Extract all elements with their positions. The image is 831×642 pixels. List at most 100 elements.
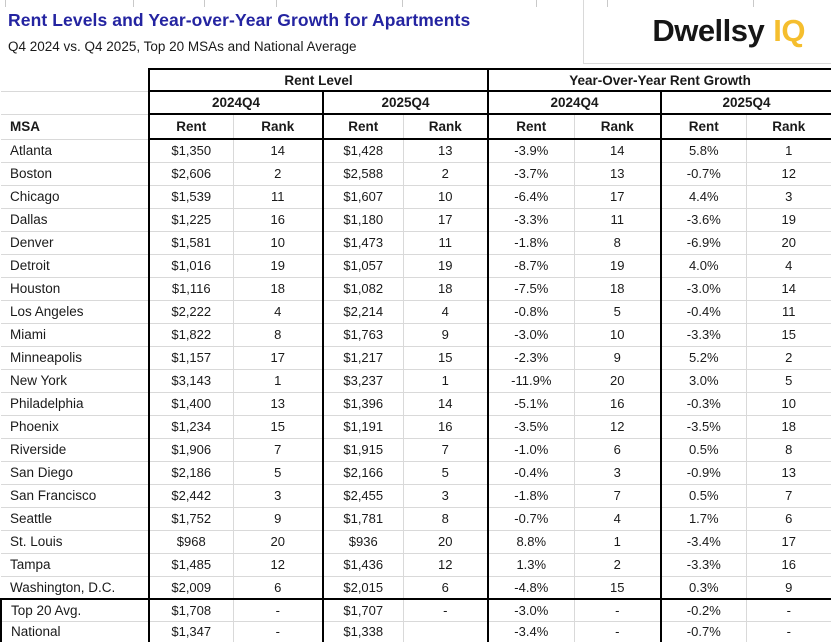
table-row: Atlanta $1,350 14 $1,428 13 -3.9% 14 5.8% 1 bbox=[1, 139, 831, 163]
rank-column-header: Rank bbox=[232, 114, 323, 140]
value-cell: 4 bbox=[402, 300, 489, 324]
value-cell: 7 bbox=[573, 484, 662, 508]
table-row: Houston $1,116 18 $1,082 18 -7.5% 18 -3.0% 14 bbox=[1, 277, 831, 301]
msa-cell: San Francisco bbox=[1, 484, 149, 508]
msa-cell: Miami bbox=[1, 323, 149, 347]
value-cell: $2,588 bbox=[322, 162, 403, 186]
table-row: St. Louis $968 20 $936 20 8.8% 1 -3.4% 17 bbox=[1, 530, 831, 554]
value-cell: 7 bbox=[745, 484, 831, 508]
value-cell: -11.9% bbox=[487, 369, 575, 393]
value-cell: 1 bbox=[573, 530, 662, 554]
value-cell: 17 bbox=[745, 530, 831, 554]
value-cell: 1.7% bbox=[660, 507, 747, 531]
value-cell: 18 bbox=[232, 277, 323, 301]
gridline-tick bbox=[607, 0, 608, 7]
table-row: Tampa $1,485 12 $1,436 12 1.3% 2 -3.3% 16 bbox=[1, 553, 831, 577]
value-cell: -0.3% bbox=[660, 392, 747, 416]
table-row: Minneapolis $1,157 17 $1,217 15 -2.3% 9 5.2% 2 bbox=[1, 346, 831, 370]
value-cell: 0.5% bbox=[660, 484, 747, 508]
value-cell: 15 bbox=[232, 415, 323, 439]
table-row: Denver $1,581 10 $1,473 11 -1.8% 8 -6.9% 20 bbox=[1, 231, 831, 255]
blank-header-cell bbox=[1, 69, 149, 92]
msa-cell: Houston bbox=[1, 277, 149, 301]
value-cell: 16 bbox=[402, 415, 489, 439]
table-row: Washington, D.C. $2,009 6 $2,015 6 -4.8% 15 0.3… bbox=[1, 576, 831, 600]
value-cell: $2,166 bbox=[322, 461, 403, 485]
value-cell: 14 bbox=[745, 277, 831, 301]
value-cell: 8 bbox=[573, 231, 662, 255]
value-cell: -3.9% bbox=[487, 139, 575, 163]
gridline-tick bbox=[402, 0, 403, 7]
value-cell: 4 bbox=[745, 254, 831, 278]
value-cell: 18 bbox=[573, 277, 662, 301]
value-cell: - bbox=[573, 598, 662, 622]
value-cell: 10 bbox=[402, 185, 489, 209]
value-cell: 5 bbox=[402, 461, 489, 485]
value-cell: 17 bbox=[232, 346, 323, 370]
value-cell: 8 bbox=[232, 323, 323, 347]
value-cell: 3 bbox=[745, 185, 831, 209]
msa-cell: Minneapolis bbox=[1, 346, 149, 370]
value-cell: -0.4% bbox=[660, 300, 747, 324]
value-cell: 3 bbox=[232, 484, 323, 508]
value-cell: -3.0% bbox=[660, 277, 747, 301]
value-cell: $1,781 bbox=[322, 507, 403, 531]
value-cell: $1,400 bbox=[148, 392, 233, 416]
value-cell: 19 bbox=[573, 254, 662, 278]
value-cell: 16 bbox=[573, 392, 662, 416]
value-cell: - bbox=[402, 598, 489, 622]
value-cell: 10 bbox=[745, 392, 831, 416]
value-cell: 4.4% bbox=[660, 185, 747, 209]
value-cell: -1.0% bbox=[487, 438, 575, 462]
table-row: Seattle $1,752 9 $1,781 8 -0.7% 4 1.7% 6 bbox=[1, 507, 831, 531]
table-row: Riverside $1,906 7 $1,915 7 -1.0% 6 0.5% 8 bbox=[1, 438, 831, 462]
value-cell: $1,708 bbox=[148, 598, 233, 622]
value-cell: 5 bbox=[745, 369, 831, 393]
value-cell: 4.0% bbox=[660, 254, 747, 278]
value-cell: 9 bbox=[745, 576, 831, 600]
value-cell: 11 bbox=[232, 185, 323, 209]
msa-cell: Chicago bbox=[1, 185, 149, 209]
value-cell: $1,607 bbox=[322, 185, 403, 209]
value-cell: $1,396 bbox=[322, 392, 403, 416]
msa-cell: Dallas bbox=[1, 208, 149, 232]
msa-cell: St. Louis bbox=[1, 530, 149, 554]
value-cell: 5.2% bbox=[660, 346, 747, 370]
msa-cell: Phoenix bbox=[1, 415, 149, 439]
value-cell: $1,180 bbox=[322, 208, 403, 232]
value-cell: 7 bbox=[402, 438, 489, 462]
logo-cell-gridline-horizontal bbox=[583, 63, 831, 64]
gridline-tick bbox=[133, 0, 134, 7]
value-cell: 12 bbox=[402, 553, 489, 577]
value-cell: 3.0% bbox=[660, 369, 747, 393]
value-cell: 11 bbox=[745, 300, 831, 324]
value-cell: $1,234 bbox=[148, 415, 233, 439]
value-cell: 9 bbox=[402, 323, 489, 347]
value-cell: 5 bbox=[573, 300, 662, 324]
value-cell: $3,143 bbox=[148, 369, 233, 393]
value-cell: 11 bbox=[573, 208, 662, 232]
rent-column-header: Rent bbox=[660, 114, 747, 140]
value-cell: $1,191 bbox=[322, 415, 403, 439]
summary-row: National $1,347- $1,338 -3.4% - -0.7% - bbox=[0, 621, 831, 642]
value-cell: $1,116 bbox=[148, 277, 233, 301]
value-cell: $1,915 bbox=[322, 438, 403, 462]
value-cell: 17 bbox=[402, 208, 489, 232]
value-cell: 12 bbox=[745, 162, 831, 186]
msa-cell: Top 20 Avg. bbox=[0, 598, 149, 622]
table-row: Detroit $1,016 19 $1,057 19 -8.7% 19 4.0% 4 bbox=[1, 254, 831, 278]
msa-cell: Boston bbox=[1, 162, 149, 186]
value-cell: -0.9% bbox=[660, 461, 747, 485]
value-cell: -3.5% bbox=[660, 415, 747, 439]
table-body: Atlanta $1,350 14 $1,428 13 -3.9% 14 5.8% 1 Bosto… bbox=[1, 139, 831, 600]
value-cell: -4.8% bbox=[487, 576, 575, 600]
value-cell: -3.3% bbox=[660, 553, 747, 577]
rank-column-header: Rank bbox=[402, 114, 489, 140]
value-cell: $1,057 bbox=[322, 254, 403, 278]
value-cell: -0.7% bbox=[487, 507, 575, 531]
value-cell: 14 bbox=[402, 392, 489, 416]
value-cell: 4 bbox=[232, 300, 323, 324]
value-cell: -3.0% bbox=[487, 323, 575, 347]
value-cell: -0.4% bbox=[487, 461, 575, 485]
